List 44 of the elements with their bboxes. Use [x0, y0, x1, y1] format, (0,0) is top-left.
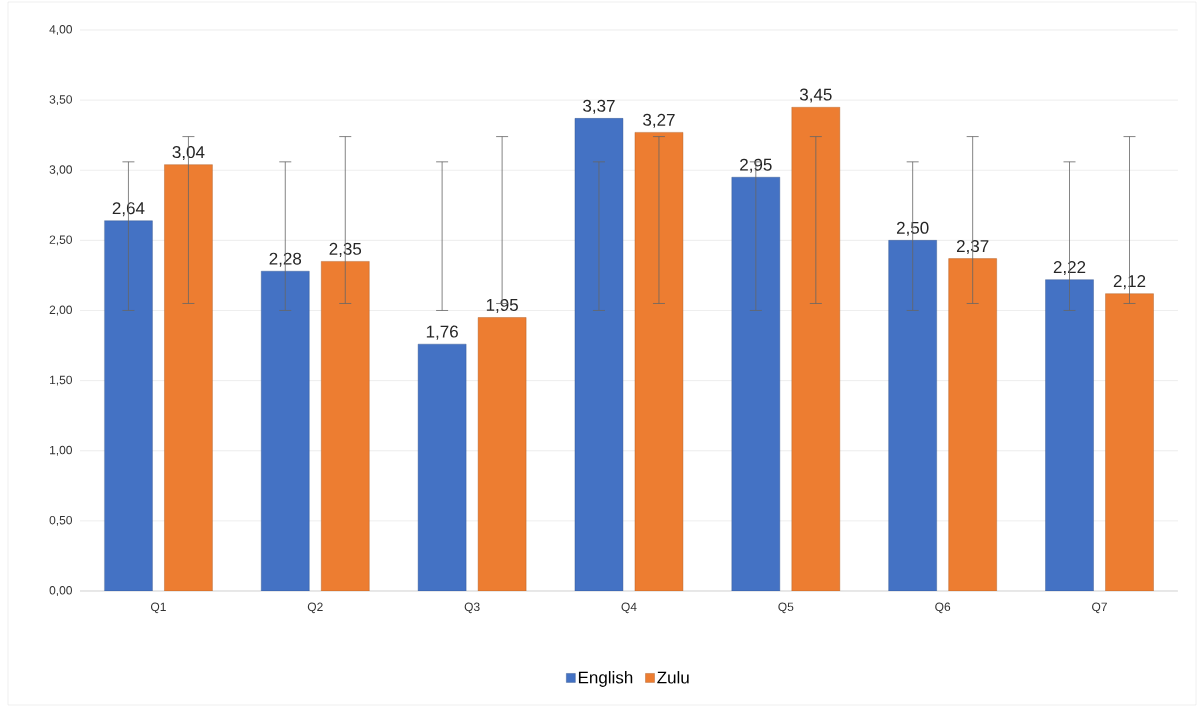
data-label: 2,35 [329, 242, 362, 257]
bar [417, 343, 467, 591]
bar [1105, 293, 1154, 591]
y-tick-label: 3,50 [49, 95, 72, 106]
data-label: 2,64 [112, 202, 145, 217]
data-label: 2,37 [956, 240, 989, 255]
x-tick-label: Q7 [1092, 602, 1107, 614]
bar [791, 106, 841, 591]
y-tick-label: 1,00 [50, 445, 72, 456]
y-tick-label: 0,50 [49, 515, 72, 526]
data-label: 1,95 [486, 298, 518, 313]
data-label: 3,45 [799, 88, 832, 103]
bar [888, 240, 937, 591]
data-label: 3,37 [583, 99, 615, 114]
bar [321, 261, 370, 591]
y-tick-label: 4,00 [49, 25, 72, 35]
data-label: 2,50 [896, 221, 929, 236]
bar [164, 164, 213, 591]
data-label: 2,95 [740, 158, 772, 173]
x-tick-label: Q6 [935, 602, 951, 614]
bar [731, 177, 781, 591]
x-tick-label: Q2 [307, 602, 323, 614]
x-tick-label: Q4 [621, 602, 637, 614]
y-tick-label: 3,00 [49, 165, 72, 176]
data-label: 3,04 [172, 146, 205, 161]
bar [477, 317, 527, 591]
bar [261, 271, 310, 591]
bar [104, 220, 153, 591]
bar [634, 132, 684, 591]
bar [948, 258, 997, 591]
x-tick-label: Q3 [464, 602, 480, 614]
legend-label: English [578, 671, 633, 687]
data-label: 2,28 [269, 252, 302, 267]
y-tick-label: 1,50 [50, 375, 72, 386]
bar [1045, 279, 1094, 591]
y-tick-label: 2,50 [49, 235, 72, 246]
data-label: 3,27 [643, 113, 675, 128]
bar [574, 118, 624, 591]
x-tick-label: Q5 [778, 602, 794, 614]
y-tick-label: 0,00 [49, 586, 72, 596]
legend-label: Zulu [657, 671, 689, 684]
data-label: 1,76 [426, 325, 458, 340]
y-tick-label: 2,00 [49, 305, 72, 316]
x-tick-label: Q1 [150, 602, 166, 614]
